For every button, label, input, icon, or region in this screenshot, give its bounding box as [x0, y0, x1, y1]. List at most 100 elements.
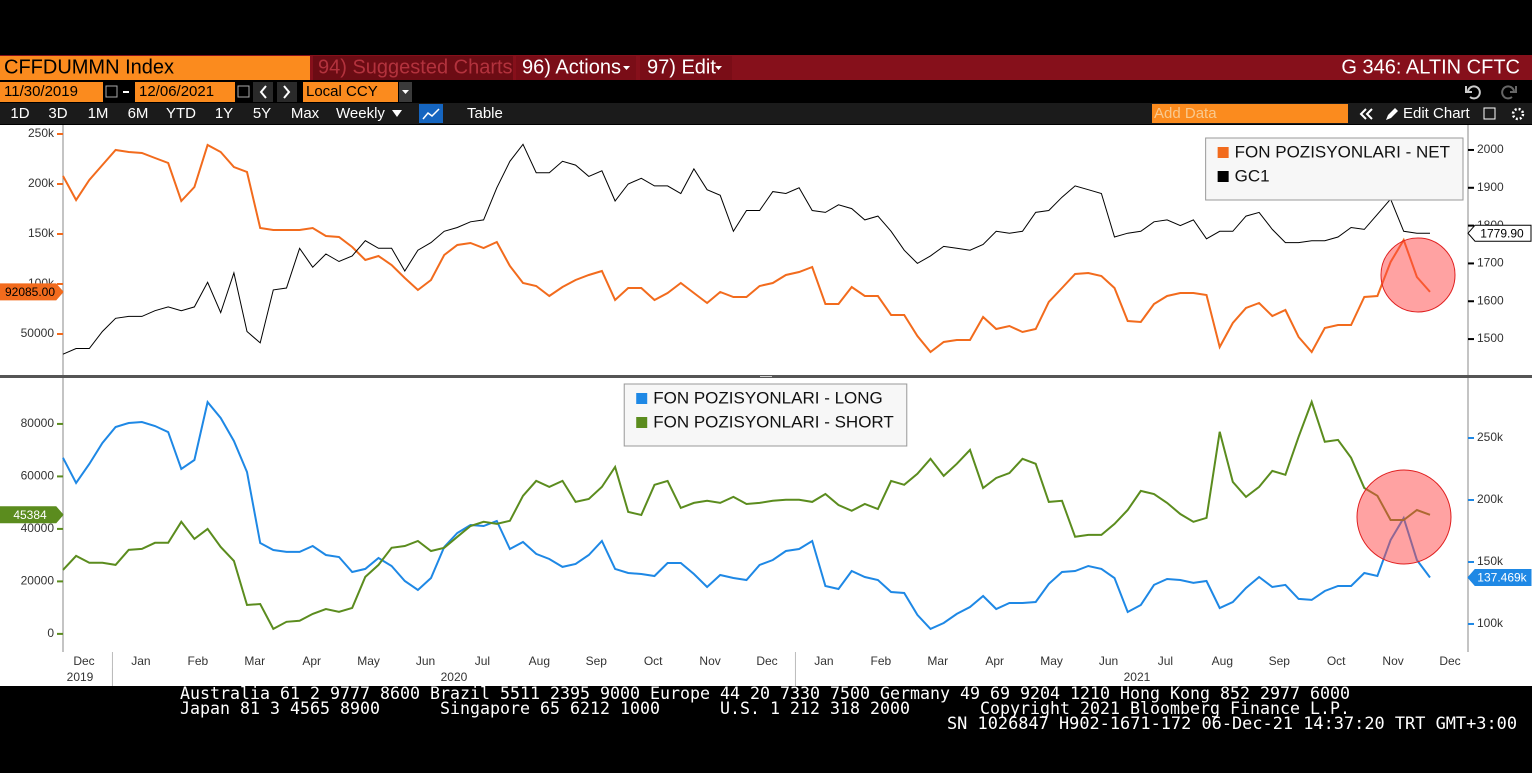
x-tick-label: Mar: [927, 654, 948, 668]
gear-icon[interactable]: [1511, 107, 1525, 121]
currency[interactable]: Local CCY: [306, 83, 378, 100]
settings-icon[interactable]: [1483, 107, 1496, 120]
highlight-circle: [1380, 237, 1456, 313]
y2-tick-label: 1900: [1477, 180, 1504, 194]
end-date[interactable]: 12/06/2021: [139, 83, 214, 100]
period-button[interactable]: 6M: [128, 105, 149, 122]
end-date-box[interactable]: [135, 82, 235, 102]
y2-tick-label: 2000: [1477, 142, 1504, 156]
calendar-icon[interactable]: [105, 85, 118, 98]
legend: FON POZISYONLARI - LONG FON POZISYONLARI …: [623, 383, 908, 447]
chart-view-button[interactable]: [419, 104, 443, 123]
x-tick-label: Aug: [529, 654, 550, 668]
collapse-icon[interactable]: [1359, 108, 1373, 120]
x-tick-label: Nov: [1382, 654, 1403, 668]
y2-tick-label: 1600: [1477, 293, 1504, 307]
period-button[interactable]: 5Y: [253, 105, 271, 122]
series-line: [62, 143, 1431, 354]
legend-label: GC1: [1235, 166, 1270, 185]
next-icon: [283, 85, 291, 99]
period-button[interactable]: 1Y: [215, 105, 233, 122]
table-button[interactable]: Table: [467, 105, 503, 122]
redo-icon[interactable]: [1501, 85, 1517, 100]
ticker-box[interactable]: [0, 56, 310, 80]
x-tick-label: Feb: [870, 654, 891, 668]
period-button[interactable]: YTD: [166, 105, 196, 122]
y2-tick-label: 1500: [1477, 331, 1504, 345]
x-tick-label: May: [357, 654, 380, 668]
x-tick-label: Jun: [1099, 654, 1118, 668]
date-separator: [123, 91, 129, 93]
period-button[interactable]: 1D: [10, 105, 29, 122]
last-value-label: 1779.90: [1480, 226, 1524, 240]
divider-grip: [760, 376, 772, 377]
legend-label: FON POZISYONLARI - LONG: [653, 388, 883, 407]
legend-label: FON POZISYONLARI - NET: [1235, 142, 1450, 161]
series-line: [62, 143, 1430, 355]
period-buttons: 1D 3D 1M 6M YTD 1Y 5Y Max: [10, 105, 319, 122]
footer: [0, 686, 1532, 773]
x-tick-label: Dec: [1439, 654, 1460, 668]
y-tick-label: 20000: [21, 574, 55, 588]
legend-swatch: [636, 393, 648, 404]
prev-icon: [259, 85, 267, 99]
x-tick-label: Feb: [187, 654, 208, 668]
start-date[interactable]: 11/30/2019: [4, 83, 78, 100]
y-tick-label: 200k: [28, 176, 55, 190]
y2-tick-label: 150k: [1477, 554, 1504, 568]
legend-swatch: [636, 417, 648, 428]
x-tick-label: Apr: [985, 654, 1004, 668]
next-button[interactable]: [277, 82, 297, 102]
currency-box[interactable]: [303, 82, 398, 102]
y2-tick-label: 200k: [1477, 492, 1504, 506]
y-tick-label: 250k: [28, 126, 55, 140]
legend-box: [1205, 137, 1464, 201]
x-tick-label: Dec: [73, 654, 94, 668]
legend-swatch: [1217, 171, 1229, 182]
edit-chart[interactable]: Edit Chart: [1403, 105, 1471, 122]
footer-contacts: U.S. 1 212 318 2000: [720, 699, 910, 719]
y-tick-label: 150k: [28, 226, 55, 240]
last-value-tag: [1467, 569, 1532, 587]
edit-menu[interactable]: 97) Edit: [647, 56, 716, 78]
highlight-circle: [1356, 469, 1452, 565]
frequency[interactable]: Weekly: [336, 105, 385, 122]
last-value-tag: [0, 283, 64, 301]
prev-button[interactable]: [253, 82, 273, 102]
ticker[interactable]: CFFDUMMN Index: [4, 56, 174, 78]
suggested-charts[interactable]: 94) Suggested Charts: [318, 56, 513, 78]
legend: FON POZISYONLARI - NET GC1: [1205, 137, 1464, 201]
actions-box[interactable]: [516, 56, 636, 80]
x-tick-label: Oct: [1327, 654, 1346, 668]
edit-box[interactable]: [640, 56, 732, 80]
chart-icon: [422, 108, 440, 120]
period-button[interactable]: Max: [291, 105, 320, 122]
copyright: Copyright 2021 Bloomberg Finance L.P.: [980, 699, 1350, 719]
x-tick-label: Jan: [131, 654, 150, 668]
add-data-box[interactable]: [1152, 104, 1348, 123]
period-button[interactable]: 1M: [88, 105, 109, 122]
last-value-label: 137.469k: [1477, 571, 1527, 585]
suggested-box[interactable]: [313, 56, 513, 80]
period-button[interactable]: 3D: [48, 105, 67, 122]
y-tick-label: 80000: [21, 416, 55, 430]
add-data[interactable]: Add Data: [1154, 105, 1217, 122]
actions-menu[interactable]: 96) Actions: [522, 56, 621, 78]
footer-contacts: Australia 61 2 9777 8600 Brazil 5511 239…: [180, 684, 1350, 704]
y-tick-label: 50000: [21, 326, 55, 340]
x-tick-label: Oct: [644, 654, 663, 668]
last-value-label: 92085.00: [5, 285, 55, 299]
series-line: [62, 398, 1431, 631]
last-value-tag: [0, 506, 64, 524]
calendar-icon[interactable]: [237, 85, 250, 98]
x-tick-label: Aug: [1212, 654, 1233, 668]
start-date-box[interactable]: [0, 82, 103, 102]
legend-box: [623, 383, 908, 447]
session-info: SN 1026847 H902-1671-172 06-Dec-21 14:37…: [947, 714, 1517, 734]
x-tick-label: Sep: [1269, 654, 1291, 668]
dropdown-arrow: [715, 66, 722, 70]
legend-label: FON POZISYONLARI - SHORT: [653, 412, 894, 431]
dropdown-arrow: [392, 110, 402, 117]
undo-icon[interactable]: [1465, 85, 1481, 100]
footer-contacts: Japan 81 3 4565 8900: [180, 699, 380, 719]
